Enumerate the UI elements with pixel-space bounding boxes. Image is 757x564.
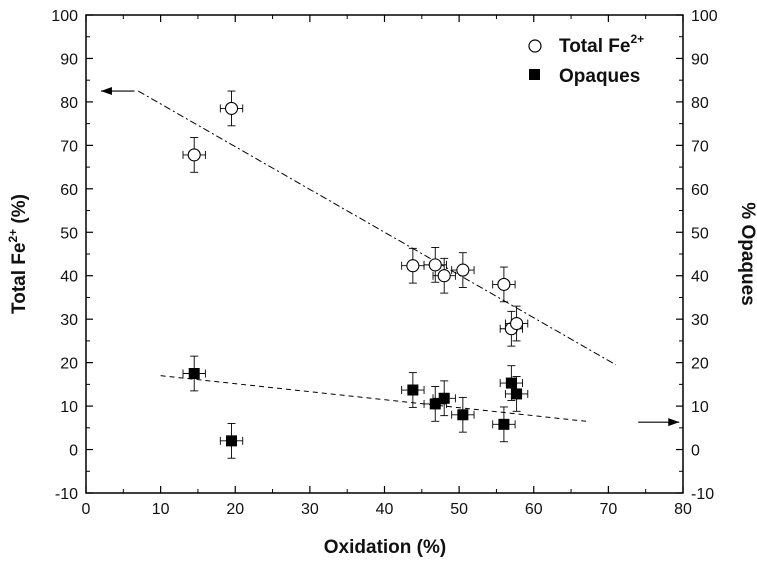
data-point-opaques bbox=[182, 355, 206, 392]
marker-open-circle bbox=[510, 316, 524, 331]
y-tick-label-right: 30 bbox=[691, 312, 709, 329]
data-point-total-fe bbox=[423, 247, 447, 283]
data-point-total-fe bbox=[492, 266, 516, 303]
y-tick-label-left: 90 bbox=[60, 51, 78, 68]
x-tick-label: 10 bbox=[152, 501, 170, 518]
y-tick-label-left: 10 bbox=[60, 399, 78, 416]
axis-arrow-head bbox=[100, 87, 112, 96]
marker-filled-square bbox=[457, 409, 469, 421]
data-point-opaques bbox=[432, 380, 456, 417]
data-point-total-fe bbox=[182, 137, 206, 173]
y-tick-label-left: 100 bbox=[51, 8, 78, 25]
y-tick-label-right: 0 bbox=[691, 443, 700, 460]
marker-open-circle bbox=[224, 101, 239, 115]
y-axis-title-left-sup: 2+ bbox=[6, 229, 20, 243]
marker-filled-square bbox=[226, 435, 238, 447]
trend-line bbox=[137, 90, 617, 366]
x-tick-label: 60 bbox=[525, 501, 543, 518]
marker-open-circle bbox=[497, 277, 511, 291]
x-tick-label: 40 bbox=[376, 501, 394, 518]
legend: Total Fe2+ Opaques bbox=[528, 32, 644, 87]
marker-filled-square bbox=[429, 398, 441, 410]
x-tick-label: 30 bbox=[301, 501, 319, 518]
x-tick-label: 0 bbox=[82, 501, 91, 518]
data-point-opaques bbox=[451, 396, 475, 433]
marker-filled-square bbox=[438, 392, 450, 404]
marker-filled-square bbox=[498, 418, 510, 430]
y-axis-title-left-tail: (%) bbox=[9, 194, 30, 229]
data-point-opaques bbox=[504, 376, 529, 412]
data-point-opaques bbox=[219, 423, 244, 459]
y-tick-label-left: 40 bbox=[60, 269, 78, 286]
y-tick-label-right: 20 bbox=[691, 356, 709, 373]
marker-open-circle bbox=[456, 263, 470, 277]
data-point-total-fe bbox=[504, 305, 529, 342]
y-tick-label-right: 50 bbox=[691, 225, 709, 242]
y-tick-label-left: -10 bbox=[55, 486, 78, 503]
trend-layer bbox=[100, 87, 680, 427]
marker-open-circle bbox=[406, 259, 420, 273]
x-axis-title: Oxidation (%) bbox=[324, 537, 446, 558]
y-tick-label-right: 90 bbox=[691, 51, 709, 68]
y-tick-label-left: 0 bbox=[69, 443, 78, 460]
y-tick-label-left: 60 bbox=[60, 182, 78, 199]
marker-filled-square bbox=[511, 388, 523, 400]
ticks-layer bbox=[85, 14, 684, 494]
marker-filled-square bbox=[407, 384, 419, 396]
legend-label-opaques: Opaques bbox=[559, 66, 640, 87]
x-tick-label: 50 bbox=[450, 501, 468, 518]
axis-arrow-head bbox=[668, 418, 680, 427]
legend-label-total-fe-sup: 2+ bbox=[630, 32, 644, 46]
points-layer bbox=[182, 90, 529, 459]
x-tick-label: 80 bbox=[674, 501, 692, 518]
marker-open-circle bbox=[437, 269, 451, 283]
data-point-total-fe bbox=[451, 252, 475, 288]
y-tick-label-right: 40 bbox=[691, 269, 709, 286]
marker-filled-square bbox=[188, 368, 200, 379]
legend-marker-opaques bbox=[529, 69, 540, 80]
y-tick-label-right: 80 bbox=[691, 95, 709, 112]
y-tick-label-left: 80 bbox=[60, 95, 78, 112]
y-tick-label-right: 100 bbox=[691, 8, 718, 25]
y-tick-label-left: 50 bbox=[60, 225, 78, 242]
y-tick-label-right: -10 bbox=[691, 486, 714, 503]
legend-marker-total-fe bbox=[528, 39, 542, 53]
data-point-total-fe bbox=[432, 257, 456, 294]
data-point-total-fe bbox=[219, 90, 244, 127]
y-tick-label-right: 10 bbox=[691, 399, 709, 416]
marker-filled-square bbox=[505, 377, 517, 389]
data-point-opaques bbox=[401, 372, 425, 408]
y-tick-label-left: 20 bbox=[60, 356, 78, 373]
data-point-opaques bbox=[492, 406, 516, 443]
y-axis-title-left: Total Fe2+ (%) bbox=[6, 194, 30, 314]
x-tick-label: 70 bbox=[599, 501, 617, 518]
data-point-total-fe bbox=[401, 247, 425, 284]
y-axis-title-right: % Opaques bbox=[737, 202, 757, 305]
y-tick-label-right: 60 bbox=[691, 182, 709, 199]
data-point-opaques bbox=[499, 365, 524, 401]
marker-open-circle bbox=[187, 148, 201, 162]
legend-label-total-fe: Total Fe2+ bbox=[559, 32, 644, 57]
marker-open-circle bbox=[428, 258, 442, 272]
y-tick-label-right: 70 bbox=[691, 138, 709, 155]
x-tick-label: 20 bbox=[226, 501, 244, 518]
y-tick-label-left: 70 bbox=[60, 138, 78, 155]
y-tick-label-left: 30 bbox=[60, 312, 78, 329]
